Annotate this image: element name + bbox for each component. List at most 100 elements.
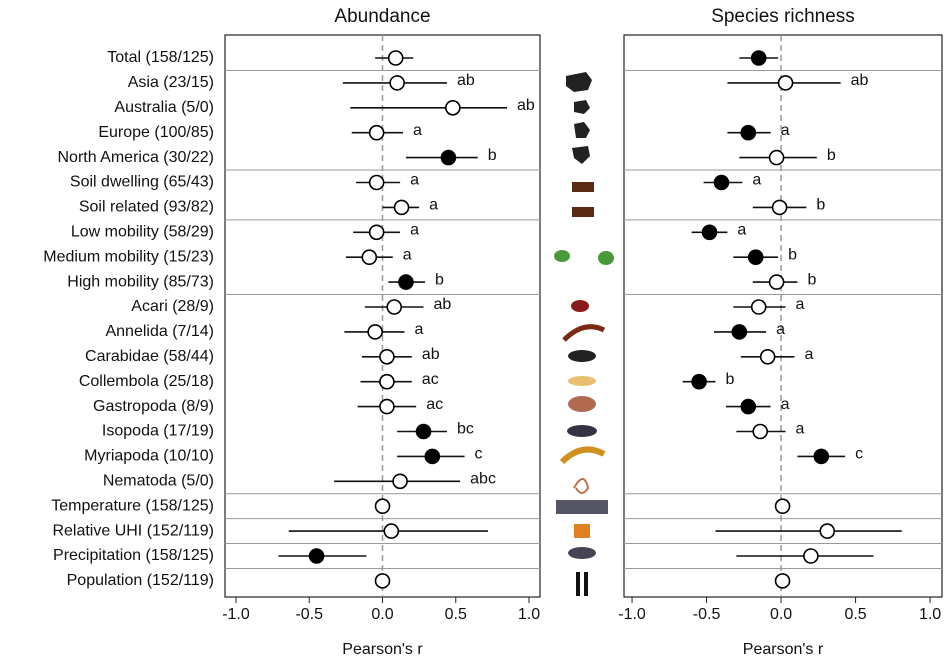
icon-population [584, 572, 588, 596]
x-tick-label: 0.5 [844, 606, 866, 623]
icons [554, 72, 614, 596]
point [771, 199, 788, 216]
point [398, 274, 414, 290]
point [379, 398, 395, 415]
panel-title: Abundance [334, 6, 430, 27]
x-tick-label: 0.0 [371, 606, 393, 623]
panel-frame [623, 34, 943, 598]
category-label: Population (152/119) [67, 572, 214, 589]
x-tick-label: -1.0 [222, 606, 250, 623]
icon-population [576, 572, 580, 596]
point [379, 348, 395, 365]
group-letter: a [752, 172, 761, 189]
point [389, 75, 405, 91]
category-label: Low mobility (58/29) [71, 224, 214, 241]
point [750, 50, 767, 66]
point [731, 324, 748, 340]
x-tick-label: -0.5 [295, 606, 323, 623]
category-label: Collembola (25/18) [79, 373, 214, 390]
x-tick-label: -1.0 [618, 606, 646, 623]
group-letter: a [776, 321, 785, 338]
point [813, 448, 830, 465]
group-letter: b [827, 147, 836, 164]
point [701, 224, 718, 241]
point [374, 573, 391, 589]
x-tick-label: -0.5 [693, 606, 721, 623]
icon-acari [571, 300, 589, 312]
point [819, 523, 836, 539]
point [383, 523, 400, 539]
x-tick-label: 0.5 [445, 606, 467, 623]
point [740, 398, 757, 415]
group-letter: a [403, 246, 412, 263]
group-letter: ac [422, 371, 439, 388]
group-letter: b [725, 371, 734, 388]
x-tick-label: 0.0 [770, 606, 792, 623]
category-label: Relative UHI (152/119) [52, 522, 214, 539]
point [777, 75, 794, 91]
icon-australia [574, 100, 590, 114]
category-label: Gastropoda (8/9) [93, 398, 214, 415]
point [740, 124, 757, 141]
group-letter: abc [470, 471, 496, 488]
point [768, 149, 785, 166]
group-letter: a [804, 346, 813, 363]
group-letter: ab [851, 72, 869, 89]
group-letter: c [855, 446, 863, 463]
group-letter: bc [457, 421, 474, 438]
group-letter: a [429, 197, 438, 214]
category-label: Precipitation (158/125) [53, 547, 214, 564]
icon-asia [566, 72, 592, 92]
group-letter: a [796, 421, 805, 438]
point [368, 124, 385, 141]
point [367, 324, 383, 340]
icon-soil [572, 207, 594, 217]
group-letter: ab [422, 346, 440, 363]
group-letter: ac [426, 396, 443, 413]
icon-uhi [574, 524, 590, 538]
group-letter: a [410, 172, 419, 189]
group-letter: b [807, 271, 816, 288]
category-label: Asia (23/15) [128, 74, 214, 91]
group-letter: a [410, 222, 419, 239]
group-letter: ab [457, 72, 475, 89]
point [379, 373, 395, 390]
point [691, 373, 707, 390]
point [750, 299, 767, 315]
group-letter: b [816, 197, 825, 214]
category-label: Total (158/125) [107, 49, 214, 66]
point [803, 548, 819, 564]
group-letter: ab [517, 97, 535, 114]
icon-collembola [568, 376, 596, 386]
point [445, 100, 461, 116]
point [361, 249, 378, 266]
icon-gastropoda [568, 396, 596, 412]
category-label: Temperature (158/125) [51, 497, 214, 514]
point [374, 498, 391, 515]
point [759, 348, 776, 365]
icon-precipitation [568, 547, 596, 559]
point [415, 423, 432, 440]
x-tick-label: 1.0 [919, 606, 941, 623]
point [368, 174, 385, 191]
group-letter: a [413, 122, 422, 139]
category-label: High mobility (85/73) [67, 273, 214, 290]
point [424, 448, 441, 465]
icon-myriapoda [559, 446, 606, 465]
group-letter: c [475, 446, 483, 463]
x-tick-label: 1.0 [518, 606, 540, 623]
category-label: Nematoda (5/0) [103, 473, 214, 490]
category-label: Soil dwelling (65/43) [70, 174, 214, 191]
point [393, 199, 410, 216]
group-letter: ab [434, 296, 452, 313]
x-axis-label: Pearson's r [743, 641, 824, 658]
icon-isopoda [567, 425, 597, 437]
icon-nematoda [573, 478, 590, 494]
point [308, 548, 325, 564]
category-label: Medium mobility (15/23) [43, 248, 214, 265]
category-label: Isopoda (17/19) [102, 423, 214, 440]
point [768, 274, 785, 290]
icon-carabidae [568, 350, 596, 362]
icon-north-america [572, 146, 590, 164]
